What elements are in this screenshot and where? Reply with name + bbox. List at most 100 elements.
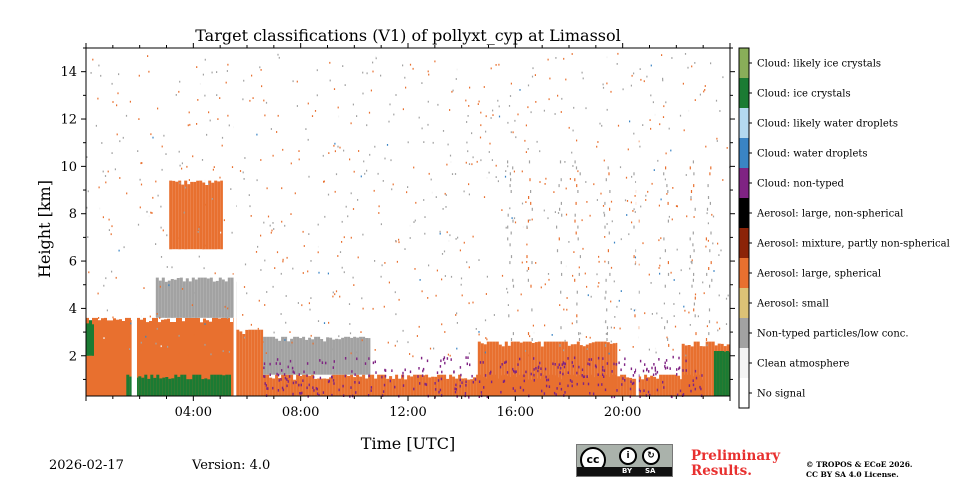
feature-pixel bbox=[425, 383, 428, 386]
speckle-pixel bbox=[536, 140, 538, 143]
feature-column bbox=[713, 351, 717, 396]
feature-column bbox=[128, 317, 131, 396]
speckle-pixel bbox=[368, 111, 371, 114]
speckle-pixel bbox=[290, 162, 292, 165]
feature-column bbox=[326, 378, 330, 396]
feature-pixel bbox=[482, 361, 484, 364]
feature-pixel bbox=[539, 361, 541, 365]
speckle-pixel bbox=[581, 333, 583, 335]
speckle-pixel bbox=[492, 109, 494, 112]
speckle-pixel bbox=[97, 292, 99, 295]
feature-pixel bbox=[656, 388, 659, 392]
speckle-pixel bbox=[181, 162, 183, 165]
feature-column bbox=[368, 338, 371, 375]
speckle-pixel bbox=[250, 215, 252, 217]
speckle-pixel bbox=[614, 316, 616, 318]
feature-column bbox=[260, 329, 264, 396]
feature-column bbox=[187, 184, 191, 250]
chart-title: Target classifications (V1) of pollyxt_c… bbox=[195, 26, 621, 45]
speckle-pixel bbox=[378, 205, 380, 208]
feature-pixel bbox=[276, 372, 278, 376]
feature-pixel bbox=[287, 380, 289, 383]
cc-license-badge[interactable]: cc i ↻ BY SA bbox=[576, 444, 673, 477]
feature-pixel bbox=[440, 377, 443, 381]
feature-pixel bbox=[556, 387, 558, 390]
speckle-pixel bbox=[617, 124, 620, 127]
speckle-pixel bbox=[662, 77, 664, 80]
feature-pixel bbox=[455, 388, 457, 391]
speckle-pixel bbox=[568, 241, 570, 243]
feature-column bbox=[440, 374, 444, 396]
feature-pixel bbox=[594, 364, 597, 367]
feature-pixel bbox=[281, 386, 284, 390]
speckle-pixel bbox=[188, 179, 190, 181]
speckle-pixel bbox=[693, 216, 695, 218]
feature-pixel bbox=[578, 365, 580, 369]
speckle-pixel bbox=[724, 350, 726, 352]
speckle-pixel bbox=[430, 178, 432, 181]
speckle-pixel bbox=[527, 148, 529, 150]
feature-column bbox=[158, 322, 161, 396]
speckle-pixel bbox=[713, 270, 715, 272]
speckle-pixel bbox=[308, 175, 310, 178]
feature-column bbox=[188, 281, 192, 318]
feature-pixel bbox=[276, 358, 279, 361]
speckle-pixel bbox=[651, 182, 653, 185]
speckle-pixel bbox=[671, 57, 673, 59]
speckle-pixel bbox=[212, 168, 214, 171]
speckle-pixel bbox=[459, 249, 461, 252]
speckle-pixel bbox=[161, 145, 163, 148]
speckle-pixel bbox=[527, 84, 530, 87]
feature-column bbox=[179, 317, 182, 396]
feature-column bbox=[190, 181, 194, 250]
speckle-pixel bbox=[566, 297, 568, 299]
feature-column bbox=[138, 376, 142, 396]
speckle-pixel bbox=[156, 295, 158, 298]
speckle-pixel bbox=[394, 344, 396, 347]
speckle-pixel bbox=[468, 193, 470, 196]
streak-pixel bbox=[574, 178, 576, 182]
speckle-pixel bbox=[526, 261, 528, 263]
feature-column bbox=[107, 320, 110, 396]
streak-pixel bbox=[667, 261, 669, 265]
feature-pixel bbox=[344, 374, 346, 378]
speckle-pixel bbox=[676, 205, 678, 208]
speckle-pixel bbox=[334, 150, 336, 153]
feature-pixel bbox=[603, 375, 605, 378]
speckle-pixel bbox=[446, 163, 448, 166]
speckle-pixel bbox=[468, 352, 470, 355]
feature-column bbox=[311, 339, 315, 375]
speckle-pixel bbox=[355, 351, 357, 354]
speckle-pixel bbox=[350, 352, 352, 355]
streak-pixel bbox=[664, 326, 666, 330]
speckle-pixel bbox=[688, 311, 690, 314]
speckle-pixel bbox=[418, 325, 420, 328]
speckle-pixel bbox=[488, 171, 490, 174]
speckle-pixel bbox=[551, 334, 553, 336]
feature-pixel bbox=[443, 356, 446, 359]
feature-column bbox=[177, 376, 181, 396]
speckle-pixel bbox=[147, 55, 149, 57]
feature-column bbox=[476, 374, 480, 396]
legend-label: No signal bbox=[757, 389, 805, 400]
speckle-pixel bbox=[632, 210, 634, 212]
feature-pixel bbox=[358, 381, 360, 384]
streak-pixel bbox=[705, 338, 708, 341]
speckle-pixel bbox=[327, 193, 330, 196]
speckle-pixel bbox=[624, 199, 627, 202]
speckle-pixel bbox=[155, 243, 157, 245]
speckle-pixel bbox=[572, 165, 574, 167]
streak-pixel bbox=[668, 343, 670, 347]
feature-column bbox=[362, 374, 366, 396]
feature-column bbox=[110, 320, 113, 396]
feature-pixel bbox=[603, 369, 606, 372]
speckle-pixel bbox=[543, 209, 545, 212]
streak-pixel bbox=[560, 178, 562, 182]
speckle-pixel bbox=[204, 244, 206, 247]
speckle-pixel bbox=[181, 288, 184, 290]
streak-pixel bbox=[693, 172, 695, 176]
speckle-pixel bbox=[265, 101, 268, 104]
streak-pixel bbox=[706, 272, 708, 276]
feature-pixel bbox=[321, 361, 324, 364]
